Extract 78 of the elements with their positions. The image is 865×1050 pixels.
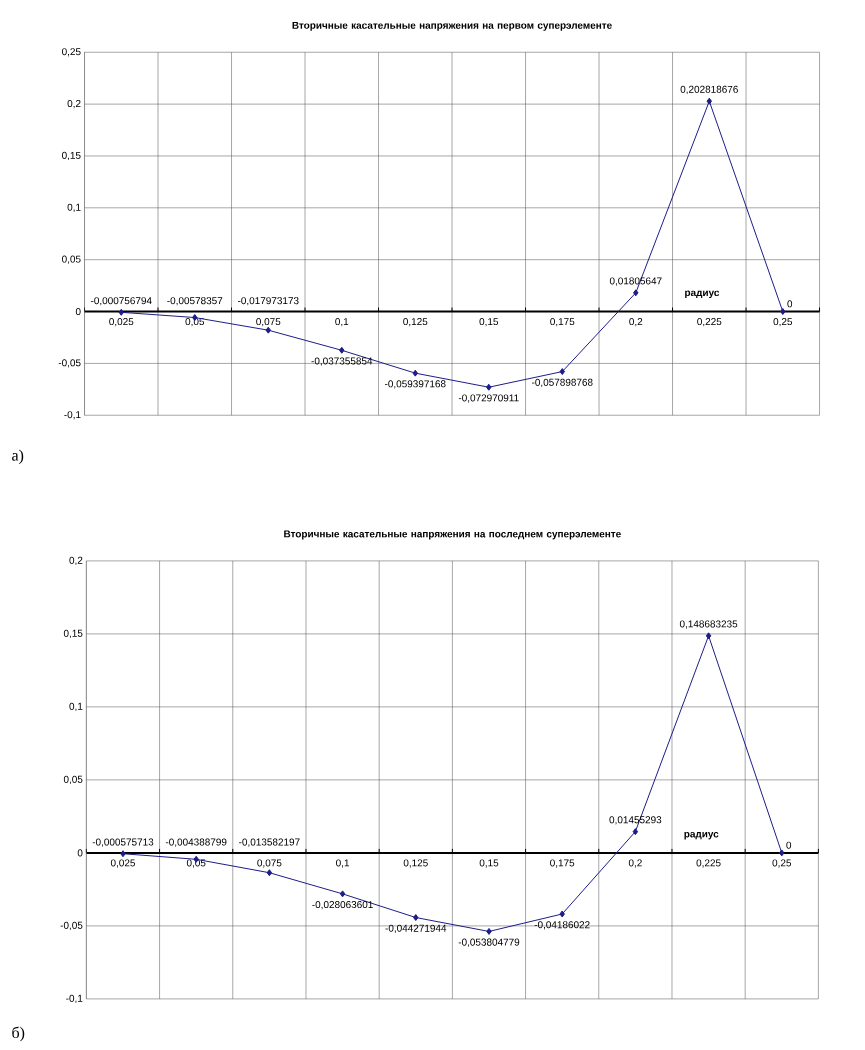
data-label: -0,013582197: [239, 838, 300, 847]
data-label: -0,044271944: [385, 924, 447, 933]
point: [633, 289, 639, 297]
x-tick-label: 0,125: [403, 318, 428, 327]
y-tick-label: -0,05: [60, 921, 83, 931]
point: [559, 910, 565, 918]
data-label: -0,028063601: [312, 901, 373, 910]
data-label: -0,057898768: [531, 378, 593, 387]
x-axis-title: радиус: [685, 290, 720, 299]
point: [486, 383, 492, 391]
point: [339, 890, 346, 898]
point: [779, 849, 785, 857]
y-tick-label: 0,05: [63, 775, 83, 785]
chart-title: Вторичные касательные напряжения на последнем суперэлементе: [284, 530, 621, 540]
x-tick-label: 0,175: [550, 859, 575, 868]
point: [559, 368, 566, 376]
point: [780, 308, 786, 316]
point: [413, 914, 419, 922]
x-tick-label: 0,075: [257, 859, 282, 868]
data-label: 0: [787, 300, 793, 308]
x-tick-label: 0,175: [550, 318, 575, 327]
chart-title: Вторичные касательные напряжения на первом суперэлементе: [292, 21, 612, 31]
y-tick-label: 0,05: [62, 255, 81, 264]
x-tick-label: 0,15: [479, 859, 499, 868]
y-tick-label: 0,15: [62, 151, 81, 161]
point: [705, 632, 712, 640]
data-label: -0,059397168: [384, 380, 446, 389]
y-tick-label: 0: [75, 308, 81, 316]
y-tick-label: -0,05: [58, 359, 81, 368]
point: [120, 850, 126, 858]
y-tick-label: 0,1: [67, 203, 81, 212]
x-tick-label: 0,25: [773, 318, 793, 327]
data-label: -0,072970911: [458, 394, 519, 403]
x-tick-label: 0,05: [186, 859, 206, 868]
y-tick-label: 0,2: [67, 100, 81, 109]
y-tick-label: 0,1: [69, 702, 83, 712]
x-tick-label: 0,1: [335, 318, 349, 327]
data-label: -0,004388799: [165, 838, 227, 847]
y-tick-label: -0,1: [66, 994, 83, 1004]
y-tick-label: 0,15: [63, 629, 83, 639]
data-label: -0,000575713: [92, 838, 154, 847]
data-label: -0,04186022: [534, 921, 590, 930]
point: [266, 869, 273, 877]
data-label: 0,01805647: [609, 277, 662, 286]
text: б): [12, 1026, 25, 1042]
point: [412, 369, 419, 377]
data-label: -0,053804779: [458, 938, 520, 947]
data-label: -0,037355854: [311, 357, 373, 366]
x-tick-label: 0,075: [256, 318, 281, 327]
x-axis-title: радиус: [684, 831, 719, 840]
x-tick-label: 0,225: [697, 318, 722, 327]
x-tick-label: 0,2: [629, 318, 643, 327]
x-tick-label: 0,025: [109, 318, 134, 327]
data-label: -0,00578357: [167, 297, 223, 306]
y-tick-label: -0,1: [64, 411, 81, 420]
text: а): [12, 449, 24, 464]
x-tick-label: 0,225: [696, 859, 721, 868]
data-label: 0,148683235: [679, 620, 738, 629]
x-tick-label: 0,025: [110, 859, 136, 868]
data-label: -0,000756794: [90, 297, 152, 306]
point: [118, 308, 125, 316]
data-label: 0,01455293: [609, 816, 662, 825]
x-tick-label: 0,1: [336, 859, 350, 868]
y-tick-label: 0: [77, 849, 83, 857]
y-tick-label: 0,25: [62, 48, 81, 57]
x-tick-label: 0,2: [628, 859, 642, 868]
x-tick-label: 0,25: [772, 859, 792, 868]
data-label: -0,017973173: [237, 297, 299, 306]
data-label: 0,202818676: [680, 85, 738, 95]
x-tick-label: 0,125: [403, 859, 428, 868]
data-label: 0: [786, 841, 792, 849]
point: [265, 326, 272, 334]
point: [632, 828, 639, 836]
y-tick-label: 0,2: [69, 556, 83, 566]
point: [486, 927, 492, 935]
point: [706, 97, 713, 105]
x-tick-label: 0,15: [479, 318, 499, 327]
point: [339, 346, 345, 354]
